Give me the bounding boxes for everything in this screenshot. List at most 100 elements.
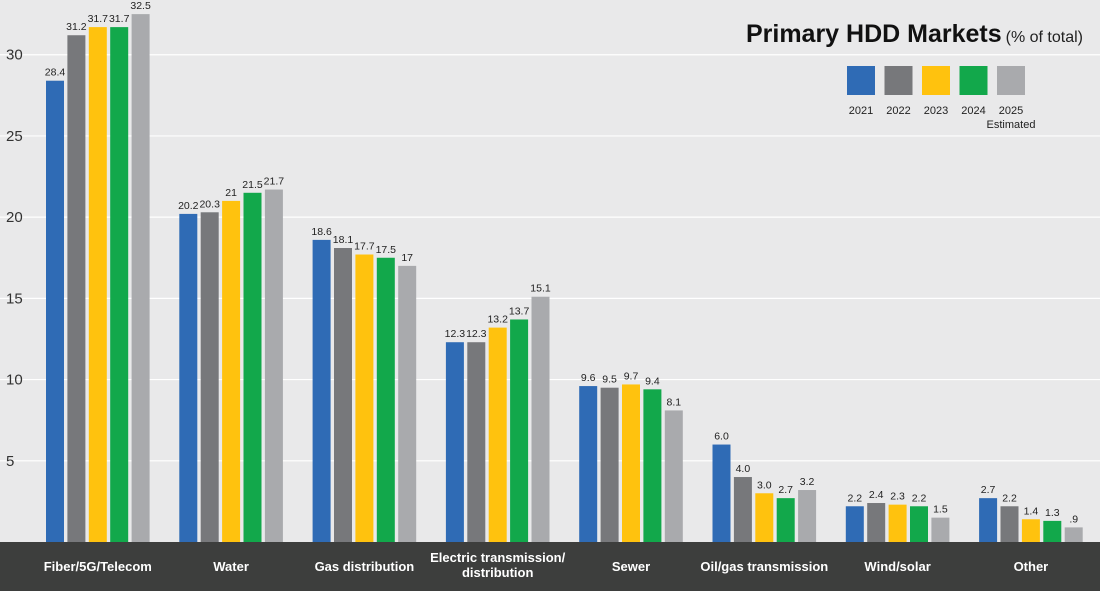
bar xyxy=(531,296,550,542)
data-label: 18.1 xyxy=(333,234,354,246)
data-label: .9 xyxy=(1069,513,1078,525)
legend-swatch xyxy=(847,66,875,95)
legend-label: 2024 xyxy=(961,105,985,117)
data-label: 3.0 xyxy=(757,479,772,491)
bar xyxy=(600,387,619,542)
bar xyxy=(243,192,262,542)
data-label: 13.2 xyxy=(487,314,508,326)
title-main: Primary HDD Markets xyxy=(746,20,1002,48)
bar xyxy=(755,493,774,542)
bar xyxy=(867,503,886,542)
data-label: 18.6 xyxy=(311,226,332,238)
data-label: 2.7 xyxy=(778,484,793,496)
data-label: 20.2 xyxy=(178,200,199,212)
data-label: 32.5 xyxy=(130,0,151,12)
category-label-line: Wind/solar xyxy=(864,559,930,574)
category-label: Fiber/5G/Telecom xyxy=(44,559,152,574)
category-label-line: Gas distribution xyxy=(315,559,415,574)
data-label: 31.7 xyxy=(88,13,109,25)
category-label-line: Water xyxy=(213,559,249,574)
data-label: 2.2 xyxy=(1002,492,1017,504)
data-label: 9.4 xyxy=(645,375,660,387)
legend-label-line: 2024 xyxy=(961,105,985,117)
bar xyxy=(733,477,752,542)
data-label: 2.7 xyxy=(981,484,996,496)
data-label: 21 xyxy=(225,187,237,199)
data-label: 2.4 xyxy=(869,489,884,501)
bar xyxy=(579,386,598,542)
bar xyxy=(1000,506,1019,542)
bar xyxy=(67,35,86,543)
category-label-line: Oil/gas transmission xyxy=(700,559,828,574)
bar xyxy=(398,265,417,542)
y-tick-label: 25 xyxy=(6,128,23,145)
category-label: Oil/gas transmission xyxy=(700,559,828,574)
legend-label-line: 2023 xyxy=(924,105,948,117)
category-label-line: Fiber/5G/Telecom xyxy=(44,559,152,574)
bar xyxy=(488,327,507,542)
data-label: 3.2 xyxy=(800,476,815,488)
bar xyxy=(131,14,150,542)
bar xyxy=(376,257,395,542)
data-label: 1.5 xyxy=(933,504,948,516)
legend-swatch xyxy=(997,66,1025,95)
data-label: 28.4 xyxy=(45,67,66,79)
data-label: 17.5 xyxy=(376,244,397,256)
category-label: Wind/solar xyxy=(864,559,930,574)
category-label-line: distribution xyxy=(462,565,534,580)
data-label: 12.3 xyxy=(466,328,487,340)
category-label-line: Sewer xyxy=(612,559,650,574)
bar xyxy=(910,506,928,542)
category-label: Electric transmission/distribution xyxy=(430,550,565,580)
legend-label: 2023 xyxy=(924,105,948,117)
data-label: 31.7 xyxy=(109,13,130,25)
y-tick-label: 30 xyxy=(6,47,23,64)
chart-title: Primary HDD Markets (% of total) xyxy=(746,20,1083,48)
bar xyxy=(979,498,998,542)
bar xyxy=(179,213,198,543)
legend-label-line: 2021 xyxy=(849,105,873,117)
bar xyxy=(1021,519,1040,542)
legend-label-line: Estimated xyxy=(987,119,1036,131)
legend-swatch xyxy=(922,66,950,95)
bar xyxy=(1043,520,1062,542)
data-label: 20.3 xyxy=(199,198,220,210)
bar xyxy=(46,80,64,542)
category-band xyxy=(0,542,1100,591)
y-tick-label: 5 xyxy=(6,453,14,470)
data-label: 12.3 xyxy=(445,328,466,340)
legend: 2021 2022 2023 2024 2025 Estimated xyxy=(847,66,1035,131)
legend-label-line: 2022 xyxy=(886,105,910,117)
data-label: 2.3 xyxy=(890,491,905,503)
data-label: 6.0 xyxy=(714,431,729,443)
bar xyxy=(622,384,640,542)
bar xyxy=(334,248,352,542)
bar xyxy=(798,490,817,542)
bars xyxy=(46,14,1083,543)
bar xyxy=(888,504,907,542)
data-label: 1.4 xyxy=(1024,505,1039,517)
bar xyxy=(776,498,795,542)
bar xyxy=(931,517,950,542)
y-tick-label: 10 xyxy=(6,372,23,389)
data-label: 15.1 xyxy=(530,283,551,295)
category-label-line: Other xyxy=(1014,559,1049,574)
data-label: 13.7 xyxy=(509,305,530,317)
bar xyxy=(712,444,731,542)
data-label: 21.7 xyxy=(264,176,285,188)
bar xyxy=(845,506,864,542)
y-tick-label: 15 xyxy=(6,290,23,307)
data-label: 17 xyxy=(401,252,413,264)
bar xyxy=(200,212,219,542)
legend-swatch xyxy=(959,66,988,95)
category-label: Water xyxy=(213,559,249,574)
data-label: 4.0 xyxy=(736,463,751,475)
bar xyxy=(355,254,374,542)
data-label: 17.7 xyxy=(354,241,375,253)
data-label: 31.2 xyxy=(66,21,87,33)
data-label: 2.2 xyxy=(912,492,927,504)
legend-swatch xyxy=(884,66,913,95)
legend-label: 2022 xyxy=(886,105,910,117)
